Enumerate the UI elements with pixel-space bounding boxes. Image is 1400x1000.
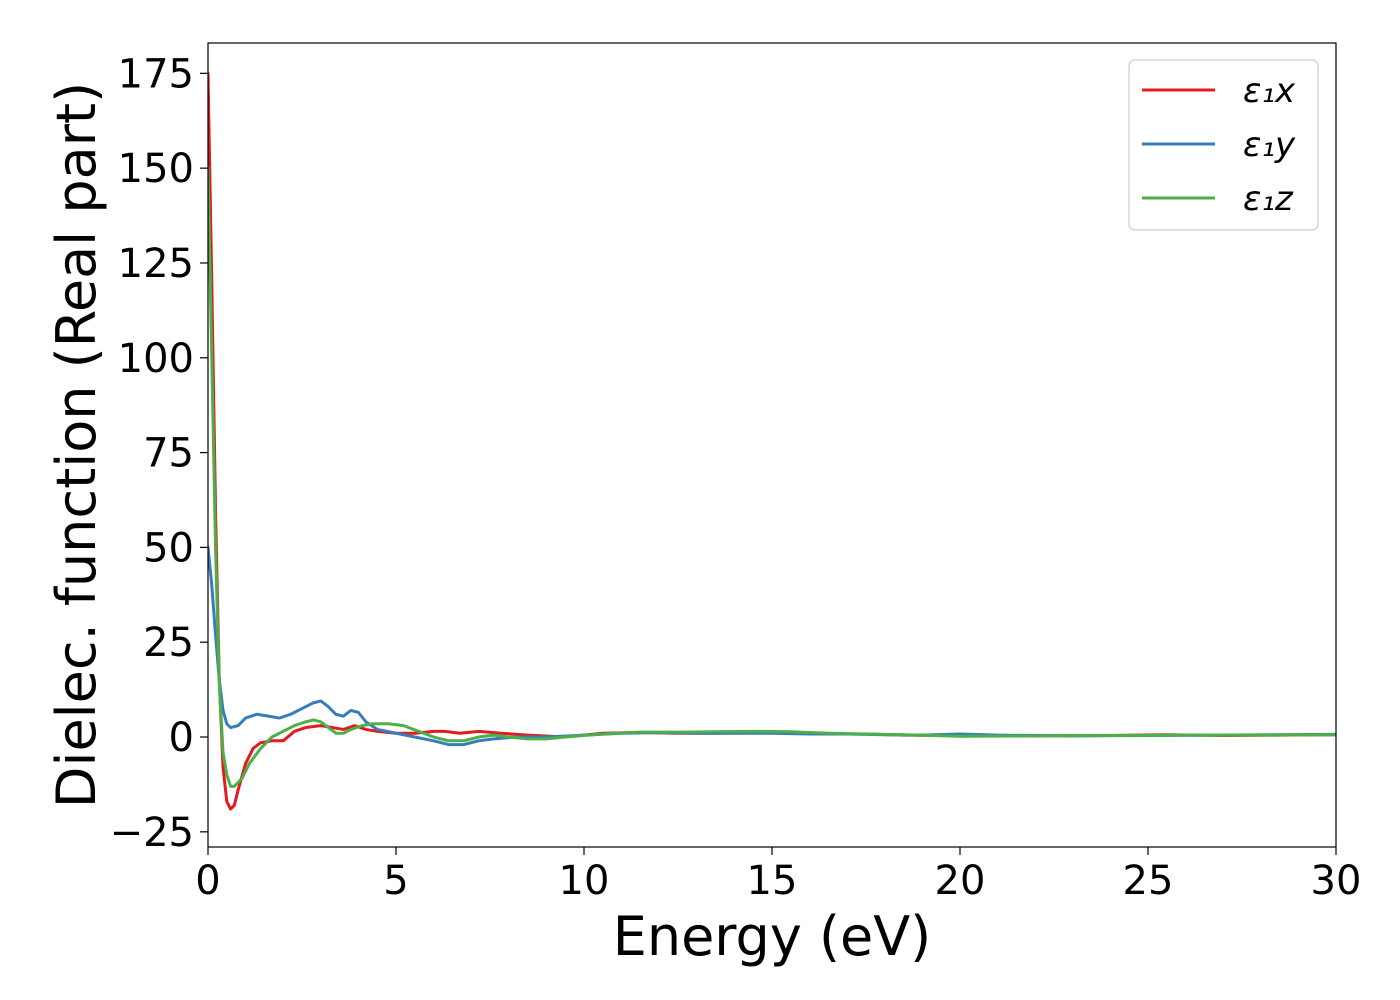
legend-label-2: ε₁y <box>1243 125 1296 165</box>
y-tick-label: −25 <box>110 810 194 856</box>
x-tick-label: 30 <box>1311 858 1362 904</box>
legend-label-1: ε₁x <box>1243 71 1296 111</box>
x-tick-label: 10 <box>559 858 610 904</box>
x-tick-label: 25 <box>1123 858 1174 904</box>
y-axis-ticks: −25 0 25 50 75 100 125 150 175 <box>110 51 208 856</box>
x-tick-label: 15 <box>747 858 798 904</box>
plot-lines <box>208 71 1336 811</box>
x-tick-label: 0 <box>195 858 220 904</box>
y-tick-label: 25 <box>143 620 194 666</box>
series-line-3 <box>208 166 1336 788</box>
legend-label-3: ε₁z <box>1243 179 1294 219</box>
x-tick-label: 20 <box>935 858 986 904</box>
x-tick-label: 5 <box>383 858 408 904</box>
y-tick-label: 75 <box>143 431 194 477</box>
y-tick-label: 150 <box>118 146 194 192</box>
y-tick-label: 0 <box>169 715 194 761</box>
legend: ε₁x ε₁y ε₁z <box>1128 59 1319 231</box>
y-tick-label: 175 <box>118 51 194 97</box>
x-axis-ticks: 0 5 10 15 20 25 30 <box>195 847 1361 904</box>
y-axis-title: Dielec. function (Real part) <box>45 82 108 808</box>
series-line-2 <box>208 545 1336 747</box>
x-axis-title: Energy (eV) <box>613 905 932 968</box>
legend-box <box>1128 59 1319 231</box>
y-tick-label: 100 <box>118 336 194 382</box>
y-tick-label: 125 <box>118 241 194 287</box>
y-tick-label: 50 <box>143 525 194 571</box>
